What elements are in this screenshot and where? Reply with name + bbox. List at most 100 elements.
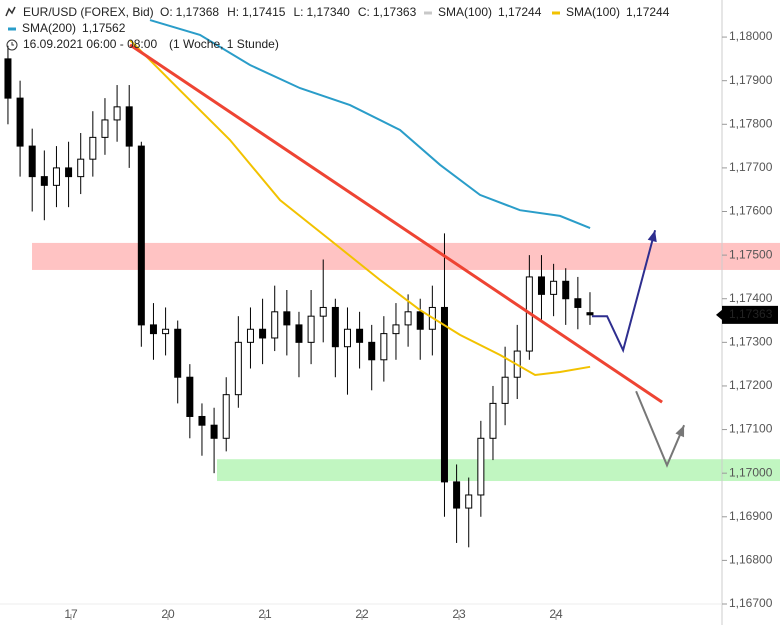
ohlc-key: H:: [227, 5, 239, 19]
arrow-head: [647, 230, 657, 243]
y-tick-label: 1,16900: [729, 509, 773, 523]
candle-body: [89, 136, 97, 160]
last-price-box: [722, 305, 778, 324]
candle-body: [52, 167, 60, 186]
x-tick-label: 17: [64, 607, 78, 621]
line: [149, 19, 591, 230]
candle-body: [404, 311, 412, 326]
legend-value: 1,17244: [626, 5, 670, 19]
x-tick-label: 21: [258, 607, 272, 621]
y-tick-label: 1,17100: [729, 422, 773, 436]
y-tick-label: 1,17600: [729, 204, 773, 218]
y-tick-label: 1,16800: [729, 553, 773, 567]
candle-body: [453, 481, 461, 509]
y-tick-label: 1,17500: [729, 247, 773, 261]
y-tick-label: 1,17900: [729, 73, 773, 87]
candle-body: [489, 402, 497, 439]
zone: [216, 459, 780, 482]
candle-body: [16, 97, 24, 147]
candle-body: [77, 158, 85, 178]
ohlc-key: C:: [358, 5, 370, 19]
candle-body: [28, 145, 36, 178]
line: [592, 230, 657, 354]
timeframe: (1 Woche, 1 Stunde): [169, 37, 279, 51]
legend-name: SMA(100): [438, 5, 492, 19]
candle-body: [356, 328, 364, 343]
date-range: 16.09.2021 06:00 - 08:00: [23, 37, 157, 51]
candle-body: [574, 298, 582, 308]
candle-body: [440, 306, 448, 483]
candle-body: [319, 306, 327, 317]
y-tick-label: 1,17700: [729, 160, 773, 174]
candle-body: [331, 306, 339, 348]
axes: 1,18000 1,17900 1,17800 1,17700 1,17600 1,175…: [64, 29, 778, 621]
candle-body: [465, 494, 473, 509]
plot-area: [4, 19, 780, 548]
legend-swatch: [424, 11, 432, 15]
ohlc-value: 1,17363: [373, 5, 417, 19]
candle-body: [550, 280, 558, 295]
candle-body: [368, 341, 376, 361]
candle-body: [65, 167, 73, 178]
y-tick-label: 1,17200: [729, 378, 773, 392]
clock-icon: [6, 39, 18, 51]
y-tick-label: 1,18000: [729, 29, 773, 43]
candle-body: [4, 58, 12, 99]
header: EUR/USD (FOREX, Bid) 16.09.2021 06:00 - …: [4, 5, 670, 51]
x-tick-label: 24: [549, 607, 563, 621]
candle-body: [198, 415, 206, 426]
line: [129, 43, 663, 404]
candle-body: [477, 437, 485, 496]
x-tick-label: 20: [161, 607, 175, 621]
candle-body: [392, 324, 400, 335]
candle-body: [562, 280, 570, 300]
ohlc-value: 1,17340: [306, 5, 350, 19]
legend-value: 1,17244: [498, 5, 542, 19]
line: [129, 39, 591, 377]
legend-swatch: [8, 27, 16, 31]
candle-body: [234, 341, 242, 396]
legend-name: SMA(200): [22, 21, 76, 35]
legend-name: SMA(100): [566, 5, 620, 19]
candle-body: [125, 106, 133, 147]
candle-body: [295, 324, 303, 343]
ohlc-value: 1,17415: [242, 5, 286, 19]
y-tick-label: 1,17800: [729, 116, 773, 130]
candle-body: [586, 312, 594, 316]
candle-body: [501, 376, 509, 404]
candle-body: [259, 328, 267, 339]
candle-body: [537, 276, 545, 295]
legend-value: 1,17562: [82, 21, 126, 35]
candle-body: [101, 119, 109, 138]
candle-body: [307, 315, 315, 343]
candle-body: [271, 311, 279, 339]
zone: [32, 242, 780, 270]
line: [635, 390, 686, 468]
candle-body: [137, 145, 145, 326]
candle-body: [222, 394, 230, 439]
candle-body: [210, 424, 218, 439]
arrow-head: [675, 425, 685, 438]
x-tick-label: 22: [355, 607, 369, 621]
candle-body: [113, 106, 121, 121]
candle-body: [343, 328, 351, 348]
candle-body: [149, 324, 157, 335]
last-price-label: 1,17363: [729, 307, 773, 321]
ohlc-key: O:: [160, 5, 173, 19]
candle-body: [283, 311, 291, 326]
y-tick-label: 1,17300: [729, 335, 773, 349]
candle-body: [162, 328, 170, 335]
candle-body: [246, 328, 254, 343]
candle-body: [174, 328, 182, 378]
candle-body: [416, 311, 424, 330]
y-tick-label: 1,17000: [729, 465, 773, 479]
candle-body: [380, 333, 388, 361]
ohlc-value: 1,17368: [176, 5, 220, 19]
last-price-pointer: [716, 309, 722, 320]
y-tick-label: 1,17400: [729, 291, 773, 305]
ohlc-key: L:: [293, 5, 303, 19]
candle-body: [186, 376, 194, 417]
candle-body: [40, 176, 48, 186]
legend-swatch: [552, 11, 560, 15]
